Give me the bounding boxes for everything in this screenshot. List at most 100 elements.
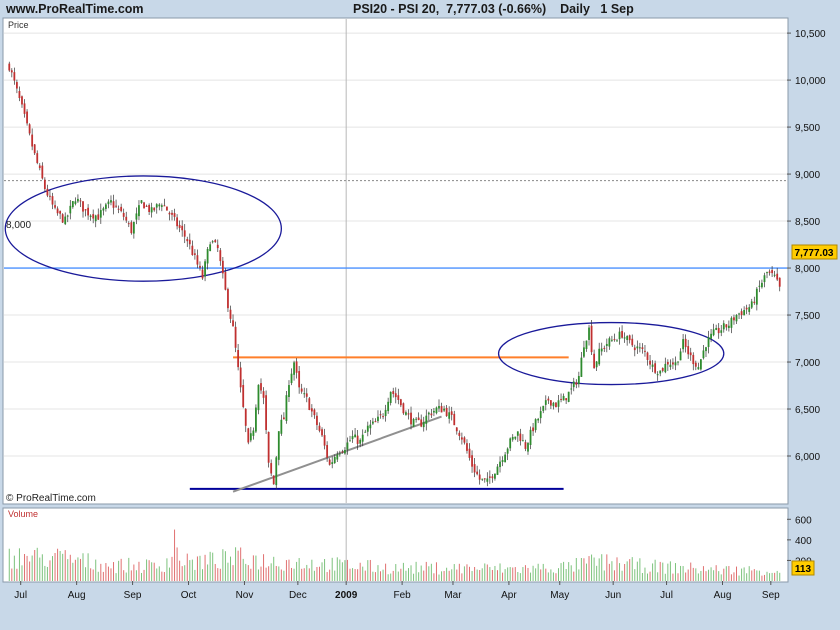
month-label: Jul	[14, 590, 27, 601]
candle-body	[664, 363, 667, 373]
price-tick-label: 10,500	[795, 29, 826, 40]
price-pane[interactable]	[2, 17, 789, 505]
candle-body	[341, 451, 344, 453]
candle-body	[66, 215, 69, 217]
candle-body	[168, 212, 171, 215]
candle-body	[371, 421, 374, 424]
candle-body	[572, 381, 575, 388]
candle-body	[522, 440, 524, 442]
candle-body	[224, 272, 227, 290]
candle-body	[397, 395, 400, 400]
candle-body	[669, 364, 672, 368]
candle-body	[196, 255, 199, 265]
candle-body	[641, 347, 644, 350]
candle-body	[552, 402, 555, 407]
timeframe: Daily	[560, 2, 590, 16]
candle-body	[298, 371, 301, 388]
candle-body	[61, 214, 64, 223]
candle-body	[585, 340, 588, 349]
candle-body	[336, 454, 339, 460]
candle-body	[527, 443, 529, 452]
candle-body	[433, 410, 435, 413]
instrument-name: PSI20 - PSI 20	[353, 2, 436, 16]
candle-body	[255, 407, 257, 432]
candle-body	[227, 289, 229, 309]
candle-body	[150, 207, 153, 213]
candle-body	[369, 424, 372, 429]
month-label: Sep	[762, 590, 780, 601]
candle-body	[221, 260, 224, 274]
site-name[interactable]: www.ProRealTime.com	[6, 2, 144, 16]
candle-body	[519, 433, 522, 441]
candle-body	[402, 403, 405, 414]
candle-body	[666, 361, 669, 365]
candle-body	[616, 340, 618, 342]
candle-body	[247, 428, 250, 443]
candle-body	[420, 419, 423, 427]
candle-body	[778, 277, 781, 287]
candle-body	[333, 457, 336, 464]
candle-body	[277, 431, 280, 460]
chart-header: www.ProRealTime.com PSI20 - PSI 20, 7,77…	[0, 0, 840, 20]
candle-body	[560, 398, 562, 400]
candle-body	[77, 198, 79, 202]
candle-body	[104, 204, 107, 209]
candle-body	[575, 382, 578, 385]
candle-body	[54, 205, 56, 208]
candle-body	[41, 165, 44, 179]
candle-body	[252, 430, 255, 436]
candle-body	[557, 400, 560, 407]
candle-body	[544, 400, 547, 405]
candle-body	[725, 324, 728, 328]
candle-body	[570, 388, 573, 390]
candle-body	[407, 413, 410, 415]
price-tick-label: 10,000	[795, 76, 826, 87]
candle-body	[626, 336, 629, 341]
candle-body	[588, 327, 590, 340]
candle-body	[633, 347, 636, 351]
candle-body	[163, 205, 166, 207]
candle-body	[249, 433, 252, 441]
candle-body	[481, 478, 484, 480]
candle-body	[600, 348, 603, 352]
candle-body	[183, 230, 186, 237]
highlight-ellipse[interactable]	[497, 321, 725, 386]
candle-body	[26, 111, 28, 124]
candle-body	[766, 272, 768, 274]
candle-body	[547, 398, 550, 401]
candle-body	[555, 402, 557, 408]
candle-body	[471, 455, 473, 467]
candle-body	[608, 338, 611, 347]
candle-body	[384, 409, 387, 417]
candle-body	[445, 407, 448, 417]
candle-body	[316, 415, 318, 426]
candle-body	[605, 343, 608, 346]
candle-body	[155, 204, 158, 208]
candle-body	[430, 413, 433, 416]
candle-body	[710, 333, 712, 339]
candle-body	[346, 442, 349, 450]
candle-body	[110, 200, 112, 203]
highlight-ellipse[interactable]	[4, 175, 282, 282]
candle-body	[740, 311, 743, 316]
candle-body	[125, 216, 128, 221]
candle-body	[450, 411, 453, 415]
candle-body	[323, 435, 326, 446]
candle-body	[94, 215, 97, 222]
month-label: Jun	[605, 590, 621, 601]
candle-body	[496, 466, 499, 475]
candle-body	[611, 339, 613, 341]
candle-body	[735, 314, 738, 322]
candle-body	[176, 217, 178, 227]
svg-text:7,777.03: 7,777.03	[795, 248, 834, 259]
candle-body	[478, 474, 481, 480]
month-label: Apr	[501, 590, 517, 601]
candle-body	[743, 310, 746, 316]
candle-body	[153, 207, 156, 211]
candle-body	[672, 362, 674, 365]
svg-text:113: 113	[795, 564, 812, 575]
candle-body	[193, 253, 196, 255]
month-label: May	[550, 590, 569, 601]
candle-body	[534, 419, 537, 431]
